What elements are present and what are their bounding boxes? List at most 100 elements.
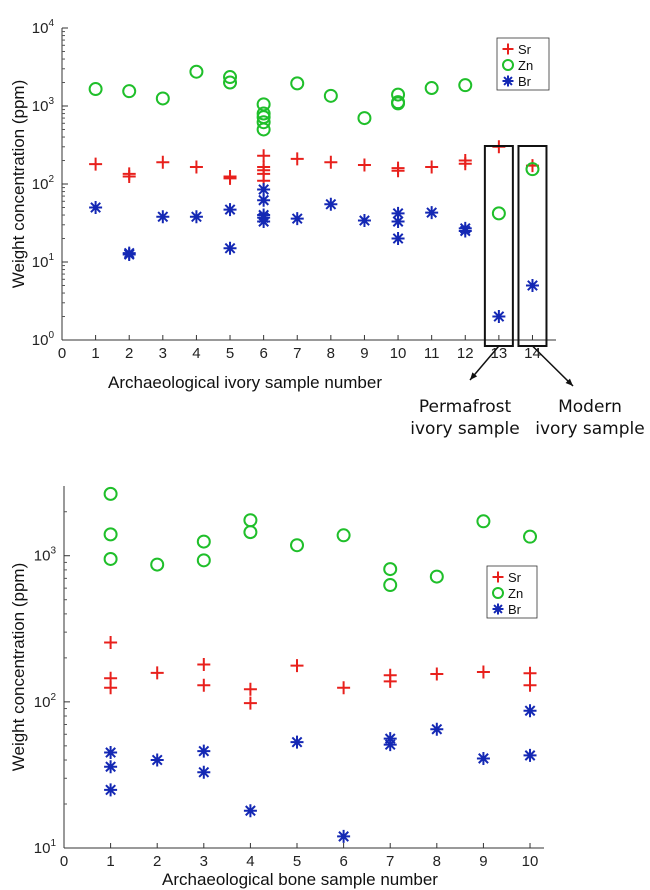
legend-label-sr: Sr <box>518 42 532 57</box>
data-point-sr <box>189 160 203 174</box>
data-point-sr <box>523 678 537 692</box>
x-tick-label: 3 <box>159 345 167 362</box>
annotation-text: Permafrost <box>419 397 512 417</box>
legend-label-br: Br <box>518 74 532 89</box>
x-tick-label: 8 <box>327 345 335 362</box>
data-point-sr <box>223 171 237 185</box>
data-point-zn <box>103 486 118 501</box>
y-tick-label: 101 <box>32 252 55 271</box>
data-point-zn <box>103 527 118 542</box>
data-point-br <box>290 735 304 749</box>
x-tick-label: 13 <box>491 345 508 362</box>
data-point-br <box>189 210 203 224</box>
data-point-zn <box>150 557 165 572</box>
y-tick-label: 102 <box>34 692 57 711</box>
x-tick-label: 3 <box>200 853 208 870</box>
x-tick-label: 12 <box>457 345 474 362</box>
x-tick-label: 1 <box>106 853 114 870</box>
data-point-zn <box>391 87 406 102</box>
data-point-br <box>391 232 405 246</box>
data-point-sr <box>89 157 103 171</box>
data-point-zn <box>491 206 506 221</box>
legend-label-sr: Sr <box>508 570 522 585</box>
data-point-sr <box>383 674 397 688</box>
annotation-text: ivory sample <box>410 419 519 439</box>
y-axis-label: Weight concentration (ppm) <box>9 80 28 289</box>
data-point-br <box>104 760 118 774</box>
data-point-br <box>492 310 506 324</box>
data-point-zn <box>243 513 258 528</box>
x-tick-label: 5 <box>226 345 234 362</box>
data-point-zn <box>525 162 540 177</box>
data-point-sr <box>104 681 118 695</box>
data-point-br <box>324 197 338 211</box>
data-point-br <box>357 214 371 228</box>
x-tick-label: 0 <box>60 853 68 870</box>
legend-marker-br <box>492 603 504 615</box>
data-point-br <box>104 783 118 797</box>
x-tick-label: 6 <box>339 853 347 870</box>
x-axis-label: Archaeological ivory sample number <box>108 373 382 392</box>
annotation-text: Modern <box>558 397 622 417</box>
data-point-zn <box>429 569 444 584</box>
data-point-zn <box>189 64 204 79</box>
data-point-zn <box>243 525 258 540</box>
legend-label-zn: Zn <box>508 586 523 601</box>
data-point-br <box>523 704 537 718</box>
data-point-zn <box>458 78 473 93</box>
data-point-br <box>223 203 237 217</box>
data-point-sr <box>243 696 257 710</box>
legend-marker-sr <box>492 571 504 583</box>
annotation-arrow <box>531 345 574 387</box>
data-point-zn <box>196 553 211 568</box>
data-point-br <box>156 210 170 224</box>
data-point-zn <box>476 514 491 529</box>
y-tick-label: 103 <box>34 546 57 565</box>
x-tick-label: 2 <box>125 345 133 362</box>
data-point-br <box>430 722 444 736</box>
data-point-sr <box>197 678 211 692</box>
data-point-sr <box>523 666 537 680</box>
data-point-sr <box>357 158 371 172</box>
legend-marker-sr <box>502 43 514 55</box>
x-tick-label: 9 <box>479 853 487 870</box>
data-point-sr <box>290 152 304 166</box>
data-point-br <box>391 215 405 229</box>
ivory-chart: 0 1 2 3 4 5 6 7 8 9 10 11 12 13 14100101102103104Archa… <box>9 18 645 439</box>
data-point-zn <box>391 96 406 111</box>
x-tick-label: 6 <box>259 345 267 362</box>
legend-marker-br <box>502 75 514 87</box>
data-point-br <box>458 224 472 238</box>
data-point-sr <box>104 635 118 649</box>
data-point-zn <box>196 534 211 549</box>
data-point-br <box>89 200 103 214</box>
legend-marker-zn <box>492 587 504 599</box>
legend-marker-zn <box>502 59 514 71</box>
x-tick-label: 4 <box>192 345 200 362</box>
y-tick-label: 102 <box>32 174 55 193</box>
data-point-zn <box>223 70 238 85</box>
x-tick-label: 9 <box>360 345 368 362</box>
data-point-br <box>104 746 118 760</box>
x-tick-label: 5 <box>293 853 301 870</box>
data-point-sr <box>156 155 170 169</box>
x-tick-label: 10 <box>390 345 407 362</box>
data-point-sr <box>337 681 351 695</box>
annotation-text: ivory sample <box>535 419 644 439</box>
x-tick-label: 8 <box>433 853 441 870</box>
data-point-zn <box>290 76 305 91</box>
data-point-zn <box>103 551 118 566</box>
data-point-zn <box>122 84 137 99</box>
data-point-sr <box>197 658 211 672</box>
data-point-br <box>257 215 271 229</box>
x-tick-label: 11 <box>424 345 440 362</box>
y-tick-label: 104 <box>32 18 55 37</box>
data-point-br <box>383 738 397 752</box>
x-tick-label: 0 <box>58 345 66 362</box>
data-point-zn <box>155 91 170 106</box>
annotation-arrowhead <box>565 378 573 386</box>
data-point-br <box>122 247 136 261</box>
annotation-arrow <box>469 345 500 381</box>
legend-label-br: Br <box>508 602 522 617</box>
